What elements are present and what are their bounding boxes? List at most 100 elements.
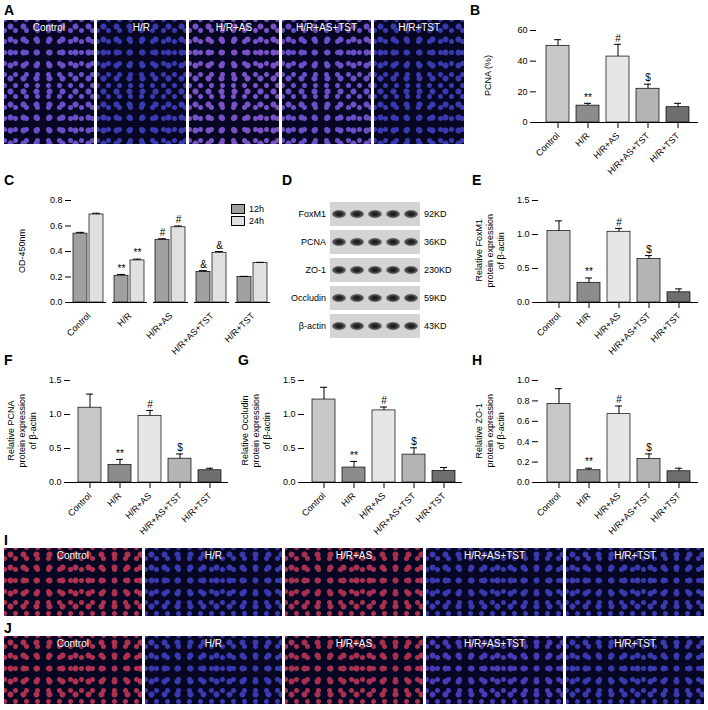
svg-text:**: **: [116, 448, 124, 459]
html-text:PCNA (%): PCNA (%): [482, 55, 493, 97]
svg-text:H/R: H/R: [105, 490, 123, 508]
svg-text:H/R+TST: H/R+TST: [649, 310, 683, 344]
svg-text:0.0: 0.0: [49, 477, 62, 487]
svg-text:H/R+AS+TST: H/R+AS+TST: [371, 490, 417, 536]
svg-text:H/R: H/R: [115, 310, 133, 328]
svg-text:0.8: 0.8: [50, 195, 63, 205]
html-text:of β-actin: of β-actin: [495, 412, 506, 450]
svg-text:H/R: H/R: [574, 490, 592, 508]
svg-text:0.4: 0.4: [517, 437, 530, 447]
svg-text:H/R+TST: H/R+TST: [414, 490, 448, 524]
svg-text:#: #: [381, 395, 387, 406]
svg-text:Control: Control: [535, 491, 563, 519]
svg-text:**: **: [585, 456, 593, 467]
html-text:G: G: [238, 352, 249, 368]
html-text:protein expression: protein expression: [250, 394, 261, 468]
svg-text:0.6: 0.6: [50, 221, 63, 231]
svg-text:Control: Control: [535, 311, 563, 339]
svg-text:1.5: 1.5: [283, 375, 296, 385]
svg-text:H/R+AS: H/R+AS: [357, 491, 387, 521]
svg-text:1.5: 1.5: [517, 195, 530, 205]
svg-text:#: #: [615, 33, 621, 44]
svg-text:1.0: 1.0: [283, 409, 296, 419]
svg-text:0.8: 0.8: [517, 396, 530, 406]
svg-text:Control: Control: [300, 491, 328, 519]
svg-text:#: #: [147, 399, 153, 410]
svg-text:**: **: [118, 263, 126, 274]
html-text:of β-actin: of β-actin: [495, 232, 506, 270]
svg-text:H/R: H/R: [339, 490, 357, 508]
svg-text:20: 20: [517, 87, 527, 97]
svg-text:$: $: [177, 442, 183, 453]
svg-text:0.0: 0.0: [517, 477, 530, 487]
svg-text:H/R+AS+TST: H/R+AS+TST: [169, 310, 215, 356]
svg-text:0.0: 0.0: [517, 297, 530, 307]
svg-text:H/R+AS+TST: H/R+AS+TST: [137, 490, 183, 536]
svg-text:Control: Control: [534, 131, 562, 159]
svg-text:H/R+AS: H/R+AS: [592, 311, 622, 341]
html-text:protein expression: protein expression: [484, 394, 495, 468]
svg-text:H/R+TST: H/R+TST: [649, 490, 683, 524]
html-text:Control: Control: [32, 22, 65, 33]
html-text:H: H: [472, 352, 483, 368]
html-text:B: B: [470, 2, 481, 18]
html-text:OD-450nm: OD-450nm: [16, 229, 27, 273]
svg-text:Control: Control: [66, 491, 94, 519]
svg-text:1.5: 1.5: [49, 375, 62, 385]
svg-text:H/R+AS: H/R+AS: [144, 311, 174, 341]
svg-text:#: #: [176, 214, 182, 225]
svg-text:$: $: [646, 244, 652, 255]
svg-text:1.0: 1.0: [517, 229, 530, 239]
svg-text:40: 40: [517, 56, 527, 66]
svg-text:H/R+AS: H/R+AS: [592, 491, 622, 521]
svg-text:0.4: 0.4: [50, 246, 63, 256]
svg-text:0.5: 0.5: [49, 443, 62, 453]
svg-text:H/R+AS+TST: H/R+AS+TST: [605, 130, 651, 176]
svg-text:**: **: [585, 266, 593, 277]
svg-text:#: #: [616, 394, 622, 405]
svg-text:$: $: [411, 436, 417, 447]
svg-text:0: 0: [522, 117, 527, 127]
html-text:Relative Occludin: Relative Occludin: [239, 396, 250, 466]
svg-text:H/R+AS: H/R+AS: [123, 491, 153, 521]
svg-text:#: #: [160, 227, 166, 238]
svg-text:Control: Control: [65, 311, 93, 339]
html-text:of β-actin: of β-actin: [261, 412, 272, 450]
svg-text:H/R+TST: H/R+TST: [180, 490, 214, 524]
svg-text:0.0: 0.0: [50, 297, 63, 307]
svg-text:0.2: 0.2: [50, 272, 63, 282]
svg-text:H/R+AS+TST: H/R+AS+TST: [606, 490, 652, 536]
html-text:of β-actin: of β-actin: [27, 412, 38, 450]
svg-text:&: &: [216, 240, 223, 251]
svg-text:1.0: 1.0: [49, 409, 62, 419]
svg-text:**: **: [134, 247, 142, 258]
svg-text:H/R: H/R: [573, 130, 591, 148]
html-text:protein expression: protein expression: [484, 214, 495, 288]
html-text:protein expression: protein expression: [16, 394, 27, 468]
html-text:C: C: [4, 172, 15, 188]
svg-text:**: **: [350, 450, 358, 461]
html-text:Relative ZO-1: Relative ZO-1: [473, 403, 484, 459]
svg-text:$: $: [646, 442, 652, 453]
svg-text:0.6: 0.6: [517, 416, 530, 426]
svg-text:0.5: 0.5: [517, 263, 530, 273]
svg-text:#: #: [616, 217, 622, 228]
html-text:H/R+AS: H/R+AS: [215, 22, 253, 33]
svg-text:60: 60: [517, 25, 527, 35]
svg-text:0.0: 0.0: [283, 477, 296, 487]
html-text:Relative FoxM1: Relative FoxM1: [473, 219, 484, 283]
html-text:A: A: [4, 2, 15, 18]
svg-text:H/R+AS+TST: H/R+AS+TST: [606, 310, 652, 356]
svg-text:H/R+AS: H/R+AS: [591, 131, 621, 161]
svg-text:H/R+TST: H/R+TST: [223, 310, 257, 344]
svg-text:0.5: 0.5: [283, 443, 296, 453]
svg-text:H/R+TST: H/R+TST: [648, 130, 682, 164]
html-text:Relative PCNA: Relative PCNA: [5, 401, 16, 461]
html-text:H/R: H/R: [132, 22, 150, 33]
svg-text:1.0: 1.0: [517, 375, 530, 385]
svg-text:**: **: [584, 92, 592, 103]
svg-text:&: &: [200, 259, 207, 270]
svg-text:$: $: [645, 72, 651, 83]
svg-text:H/R: H/R: [574, 310, 592, 328]
svg-text:0.2: 0.2: [517, 457, 530, 467]
